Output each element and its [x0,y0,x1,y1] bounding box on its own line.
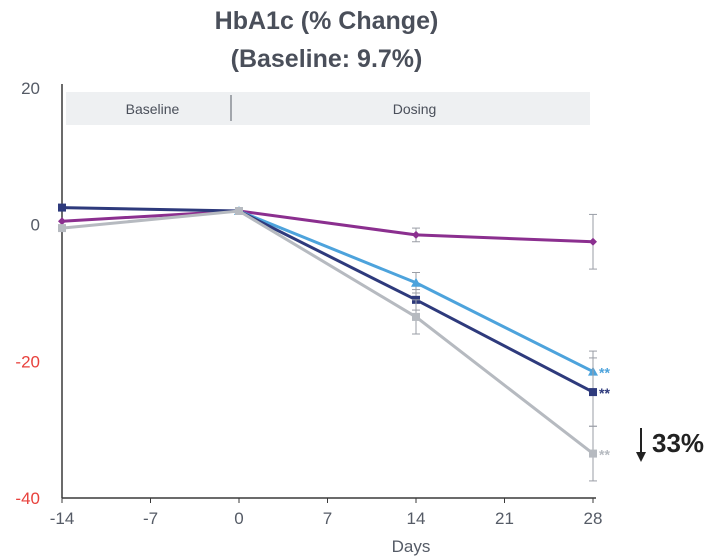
phase-band-label: Baseline [126,101,180,117]
significance-marker: ** [599,365,610,381]
y-tick-label: 20 [21,79,40,98]
series-line [61,206,594,394]
chart-subtitle: (Baseline: 9.7%) [230,45,423,73]
x-tick-label: 0 [234,509,243,528]
data-point [412,230,420,239]
data-point [58,203,66,212]
callout-label: 33% [652,428,704,458]
phase-band [66,92,239,125]
phase-band [239,92,590,125]
data-point [589,449,597,458]
chart-title: HbA1c (% Change) [214,7,439,35]
data-point [58,217,66,226]
phase-band-label: Dosing [393,101,437,117]
data-point [235,207,243,215]
x-tick-label: -14 [50,509,75,528]
x-axis-title: Days [392,537,431,556]
data-point [589,237,597,246]
y-tick-label: -40 [15,489,40,508]
data-point [58,224,66,233]
series-line [61,209,594,455]
y-tick-label: -20 [15,352,40,371]
significance-marker: ** [599,385,610,401]
data-point [589,388,597,397]
data-point [411,277,421,287]
series-line [61,209,594,244]
x-tick-label: 21 [495,509,514,528]
x-tick-label: -7 [143,509,158,528]
x-tick-label: 14 [407,509,426,528]
significance-marker: ** [599,447,610,463]
callout-arrow-head [636,452,646,462]
x-tick-label: 28 [584,509,603,528]
y-tick-label: 0 [31,216,40,235]
x-tick-label: 7 [323,509,332,528]
data-point [412,312,420,321]
